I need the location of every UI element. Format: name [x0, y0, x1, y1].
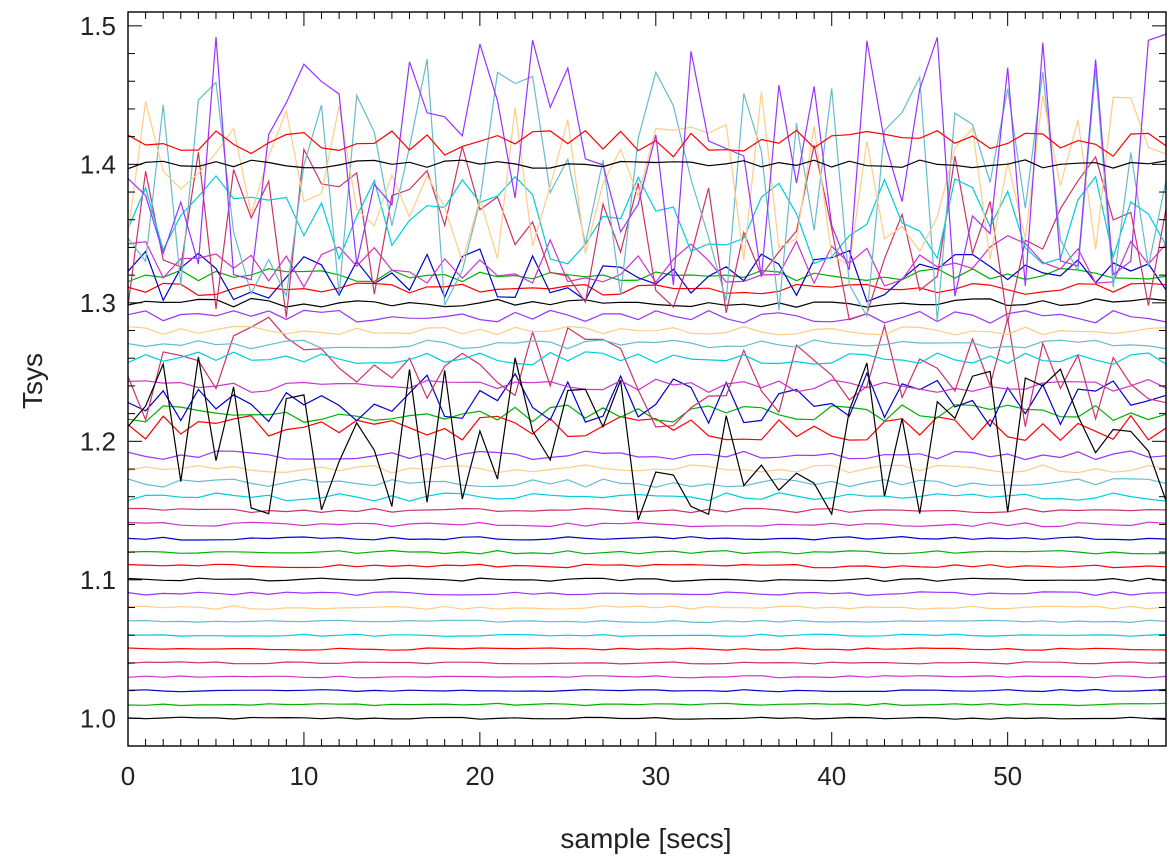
series-line-9	[128, 605, 1166, 610]
y-tick-label: 1.4	[80, 149, 116, 179]
series-line-22	[128, 404, 1166, 423]
series-line-6	[128, 647, 1166, 651]
x-tick-label: 10	[289, 761, 318, 791]
axis-tick-labels: 0 10 20 30 40 50 1.0 1.1 1.2 1.3 1.4 1.5	[80, 11, 1022, 791]
series-line-3	[128, 688, 1166, 693]
y-tick-label: 1.0	[80, 703, 116, 733]
x-tick-label: 50	[993, 761, 1022, 791]
series-line-18	[128, 478, 1166, 488]
series-line-14	[128, 535, 1166, 541]
y-tick-label: 1.2	[80, 426, 116, 456]
series-line-8	[128, 619, 1166, 624]
series-line-4	[128, 675, 1166, 679]
series-line-11	[128, 577, 1166, 583]
y-tick-label: 1.3	[80, 288, 116, 318]
plot-frame	[127, 11, 1167, 747]
series-line-24	[128, 378, 1166, 393]
series-line-32	[128, 267, 1166, 283]
series-line-1	[128, 716, 1166, 720]
series-line-39	[128, 33, 1166, 297]
series-line-2	[128, 702, 1166, 707]
series-line-40	[128, 159, 1166, 170]
series-line-23	[128, 371, 1166, 428]
x-tick-label: 30	[641, 761, 670, 791]
series-line-30	[128, 297, 1166, 308]
series-line-29	[128, 309, 1166, 324]
x-tick-label: 40	[817, 761, 846, 791]
series-line-19	[128, 464, 1166, 474]
series-line-34	[128, 235, 1166, 289]
series-line-42	[128, 356, 1166, 521]
series-line-36	[128, 174, 1166, 265]
plot-border	[127, 11, 1167, 747]
x-tick-label: 20	[465, 761, 494, 791]
series-line-21	[128, 414, 1166, 442]
y-tick-label: 1.5	[80, 11, 116, 41]
series-line-7	[128, 633, 1166, 637]
series-line-15	[128, 521, 1166, 528]
series-line-25	[128, 316, 1166, 428]
series-line-31	[128, 282, 1166, 297]
series-line-13	[128, 549, 1166, 555]
series-layer	[128, 33, 1166, 720]
series-line-26	[128, 351, 1166, 366]
series-line-33	[128, 248, 1166, 303]
series-line-16	[128, 507, 1166, 514]
series-line-12	[128, 563, 1166, 569]
x-axis-title: sample [secs]	[560, 823, 731, 854]
series-line-41	[128, 129, 1166, 158]
series-line-28	[128, 325, 1166, 336]
y-axis-title: Tsys	[17, 353, 48, 409]
series-line-20	[128, 450, 1166, 461]
axis-ticks	[127, 12, 1167, 747]
series-line-10	[128, 591, 1166, 597]
x-tick-label: 0	[121, 761, 135, 791]
y-tick-label: 1.1	[80, 565, 116, 595]
series-line-5	[128, 661, 1166, 665]
series-line-27	[128, 339, 1166, 350]
